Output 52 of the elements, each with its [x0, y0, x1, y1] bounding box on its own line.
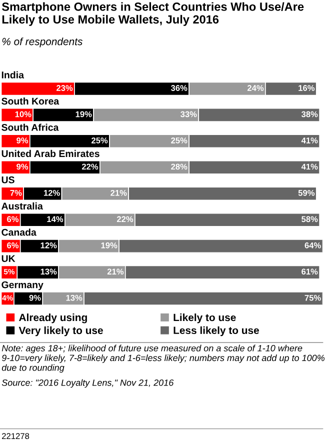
y-tick-label: South Korea	[2, 97, 60, 105]
y-tick-label: Germany	[2, 281, 44, 290]
data-label: 75%	[304, 294, 321, 301]
text: Note: ages 18+; likelihood of future use measured on a scale of 1-10 where 9-10=very likely, 7-8=likely and 1-6=less likely; numbers may not add up to 100% due to rounding	[2, 344, 324, 373]
data-label: 10%	[15, 111, 32, 118]
data-label: 16%	[298, 85, 315, 91]
data-label: 22%	[82, 164, 98, 170]
data-label: 9%	[16, 164, 28, 170]
y-tick-label: UK	[2, 255, 16, 262]
legend-label: Less likely to use	[174, 326, 259, 336]
text: 221278	[2, 433, 30, 440]
chart-subtitle: % of respondents	[2, 38, 82, 48]
y-tick-label: US	[2, 176, 14, 184]
data-label: 38%	[301, 111, 318, 118]
data-label: 61%	[302, 268, 318, 275]
data-label: 12%	[44, 190, 60, 196]
chart-title: Smartphone Owners in Select Countries Who Use/Are Likely to Use Mobile Wallets, July 2016	[2, 2, 304, 26]
source-note: Source: "2016 Loyalty Lens," Nov 21, 2016	[2, 379, 174, 388]
y-tick-label: Australia	[2, 202, 43, 210]
data-label: 13%	[40, 268, 57, 275]
y-tick-label: India	[2, 71, 24, 78]
data-label: 14%	[47, 216, 64, 222]
legend-label: Likely to use	[174, 313, 236, 324]
data-label: 36%	[170, 85, 188, 91]
data-label: 28%	[171, 164, 188, 170]
data-label: 13%	[66, 294, 82, 301]
data-label: 41%	[301, 164, 318, 170]
data-label: 41%	[301, 138, 318, 144]
data-label: 25%	[92, 138, 108, 144]
data-label: 24%	[247, 85, 264, 91]
legend-label: Very likely to use	[18, 326, 103, 336]
data-label: 59%	[298, 190, 315, 196]
data-label: 33%	[180, 111, 197, 118]
legend-label: Already using	[19, 313, 87, 324]
y-tick-label: Canada	[2, 228, 36, 236]
data-label: 21%	[110, 190, 127, 196]
data-label: 6%	[7, 216, 19, 222]
y-tick-label: South Africa	[2, 124, 59, 131]
data-label: 22%	[116, 216, 134, 222]
data-label: 19%	[76, 111, 92, 118]
data-label: 19%	[101, 242, 118, 248]
data-label: 58%	[302, 216, 318, 222]
data-label: 6%	[7, 242, 19, 248]
data-label: 12%	[40, 242, 57, 248]
data-label: 7%	[10, 190, 22, 196]
data-label: 9%	[29, 294, 41, 301]
y-tick-label: United Arab Emirates	[2, 150, 100, 158]
data-label: 21%	[107, 268, 124, 275]
data-label: 25%	[171, 138, 188, 144]
data-label: 64%	[304, 242, 321, 248]
data-label: 9%	[16, 138, 28, 144]
data-label: 23%	[56, 85, 73, 91]
